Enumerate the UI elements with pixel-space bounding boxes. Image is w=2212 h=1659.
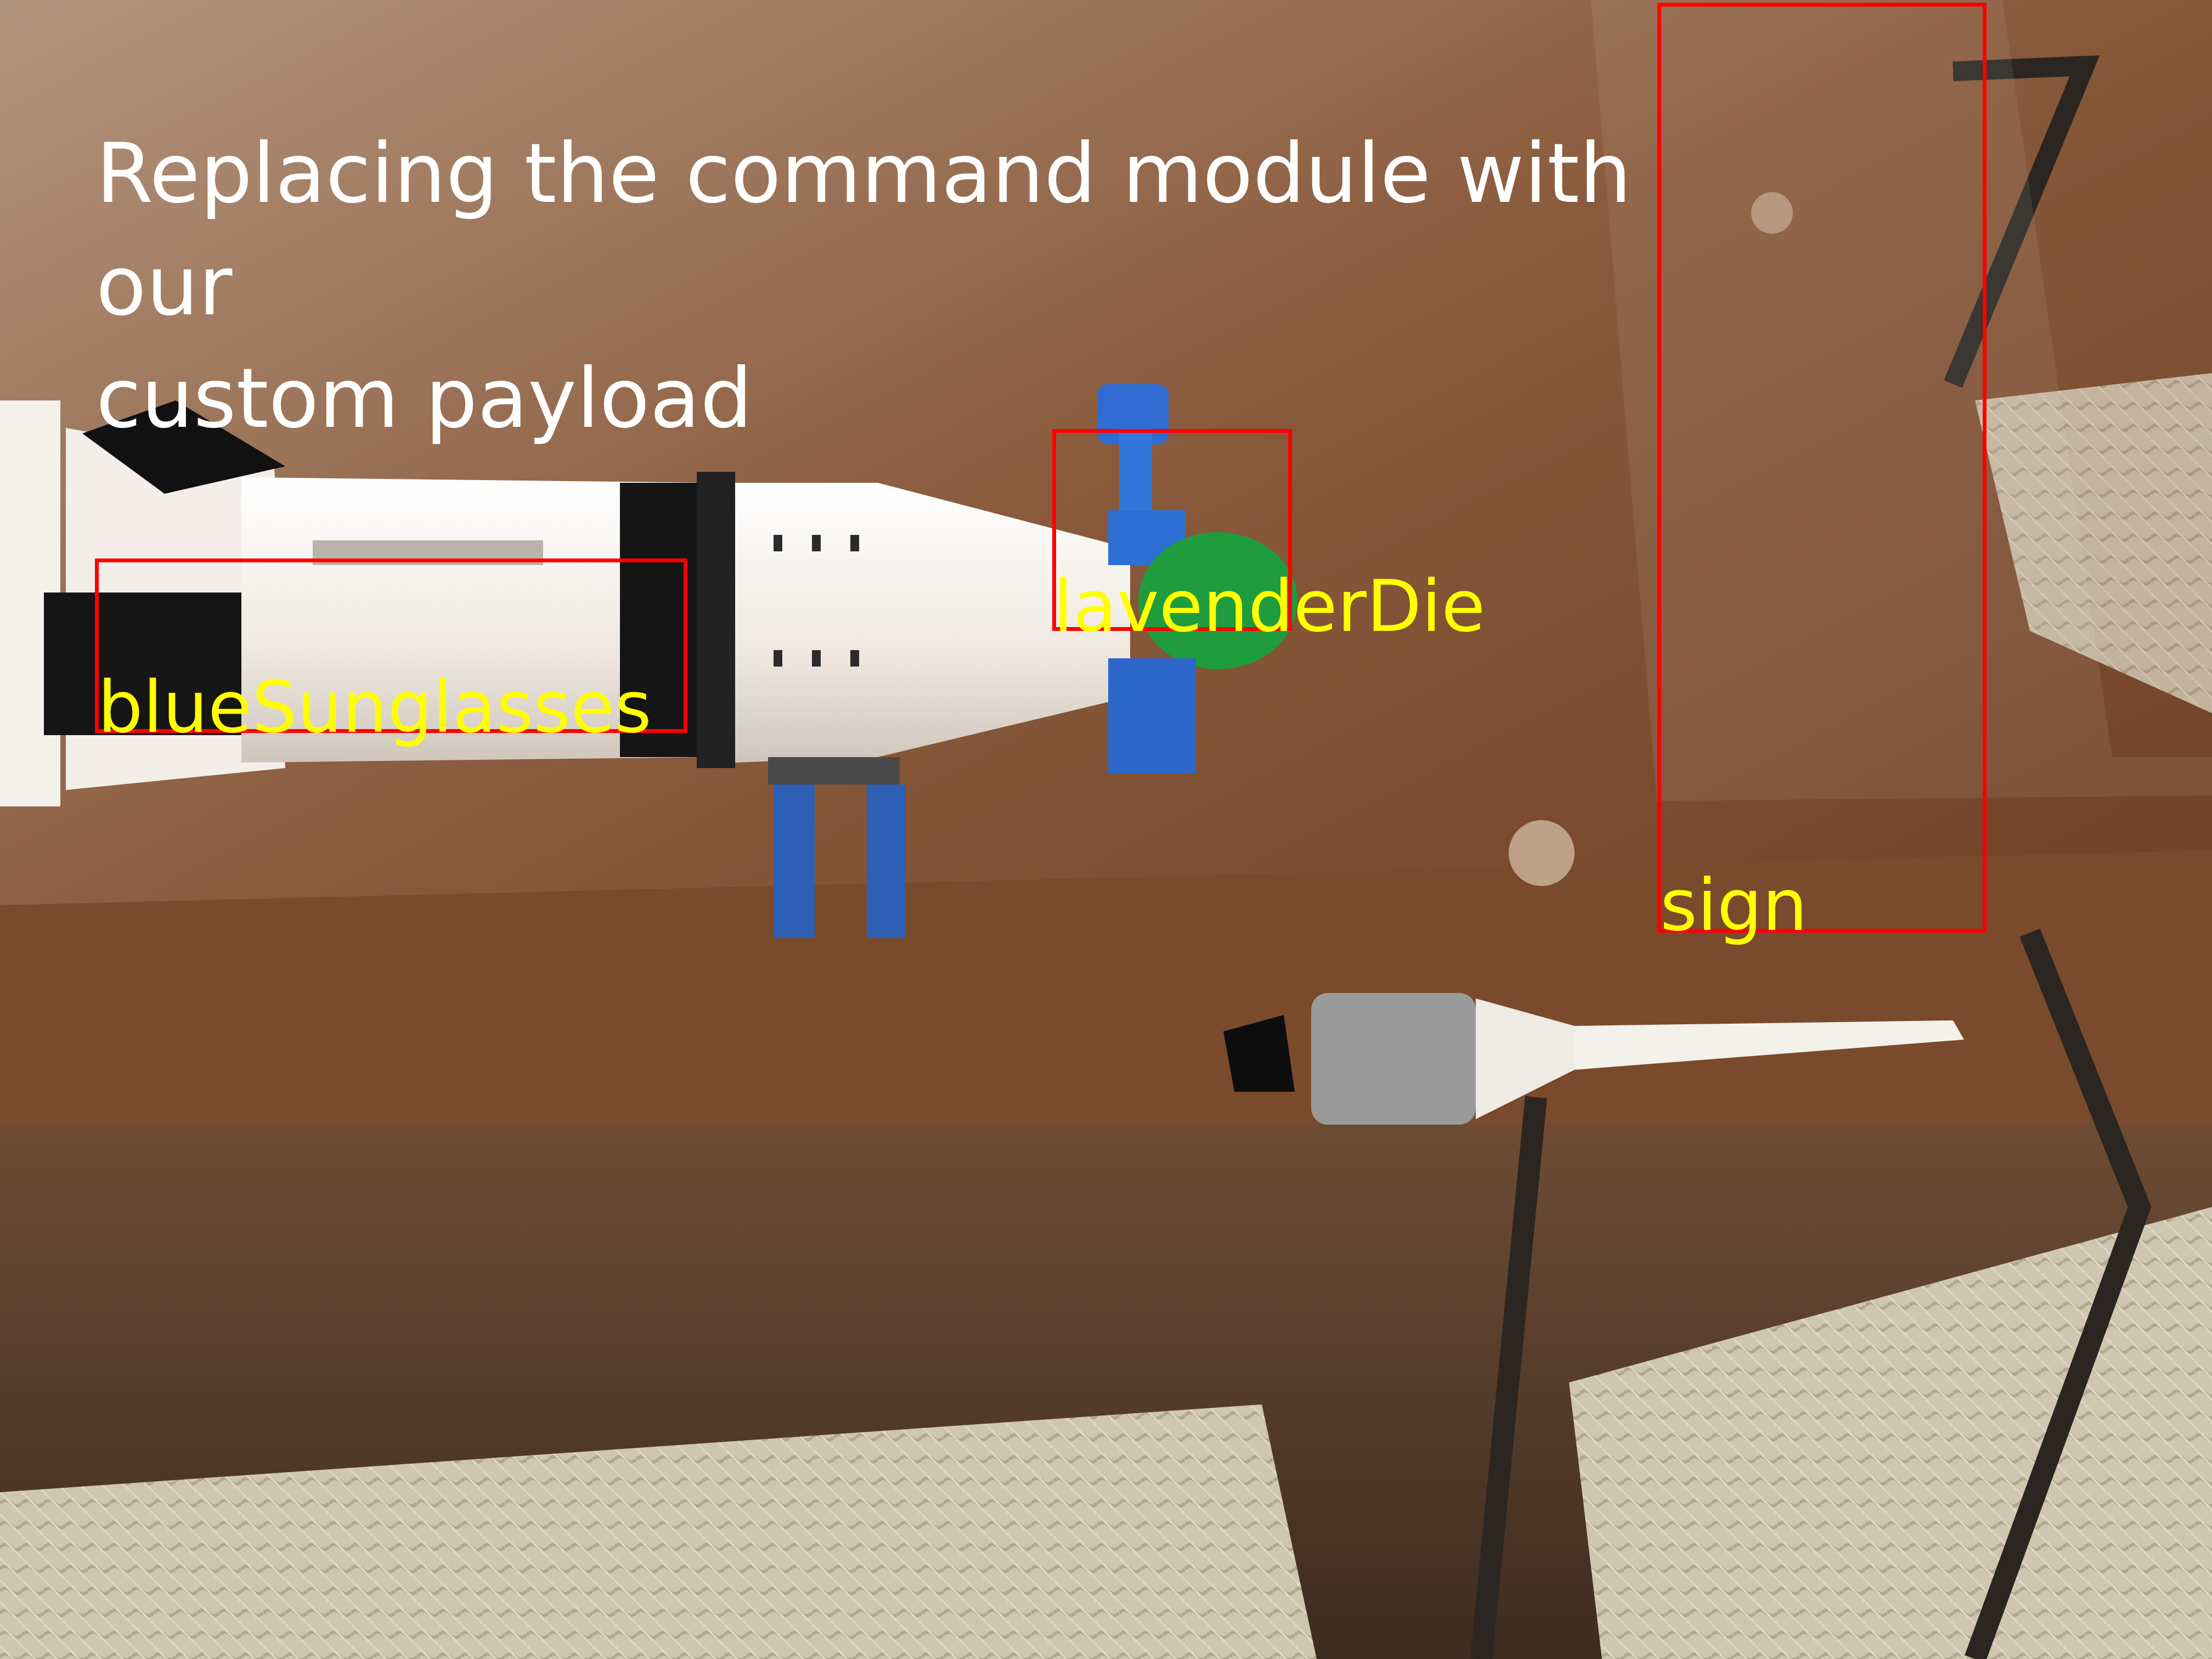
chair-back (1975, 373, 2212, 713)
detection-label-sign: sign (1660, 864, 1808, 947)
command-module (1223, 993, 1964, 1125)
bounding-box-blue-sunglasses (95, 558, 687, 733)
bounding-box-lavender-die (1052, 429, 1292, 631)
detection-label-blue-sunglasses: blueSunglasses (98, 665, 652, 749)
chair-seat-left (0, 1404, 1317, 1659)
chair-seat-right (1569, 1207, 2212, 1659)
caption-line-2: custom payload (96, 351, 753, 447)
photo-caption: Replacing the command module with our cu… (96, 118, 1742, 455)
detection-label-lavender-die: lavenderDie (1053, 565, 1486, 648)
lego-rocket (0, 400, 1130, 938)
caption-line-1: Replacing the command module with our (96, 126, 1632, 334)
bounding-box-sign (1657, 3, 1987, 933)
